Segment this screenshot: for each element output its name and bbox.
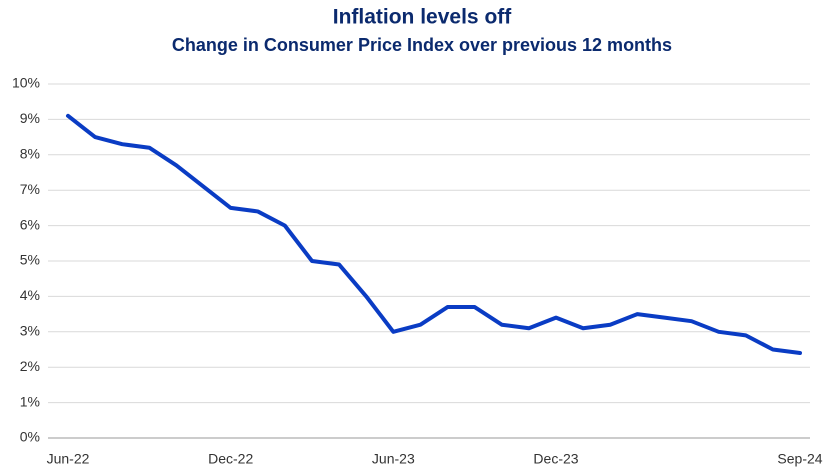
x-tick-label: Dec-23 [533, 451, 578, 467]
y-tick-label: 8% [20, 146, 40, 162]
x-tick-label: Jun-22 [47, 451, 90, 467]
line-series [66, 113, 802, 356]
x-tick-label: Jun-23 [372, 451, 415, 467]
x-tick-label: Sep-24 [777, 451, 822, 467]
x-tick-label: Dec-22 [208, 451, 253, 467]
y-tick-label: 1% [20, 393, 40, 409]
y-tick-label: 2% [20, 358, 40, 374]
y-tick-label: 4% [20, 287, 40, 303]
y-tick-label: 6% [20, 216, 40, 232]
y-tick-label: 9% [20, 110, 40, 126]
y-tick-label: 7% [20, 181, 40, 197]
y-tick-label: 0% [20, 429, 40, 445]
y-tick-label: 3% [20, 323, 40, 339]
chart-title: Inflation levels off [333, 6, 513, 29]
y-tick-label: 5% [20, 252, 40, 268]
y-tick-label: 10% [12, 75, 40, 91]
chart-subtitle: Change in Consumer Price Index over prev… [172, 35, 672, 55]
